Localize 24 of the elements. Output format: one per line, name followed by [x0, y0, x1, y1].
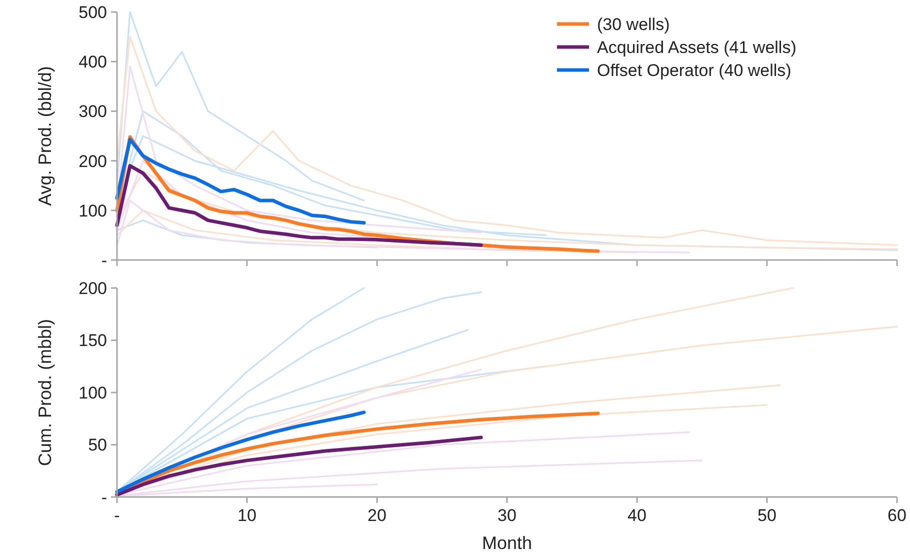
y-axis-title: Cum. Prod. (mbbl) [35, 318, 55, 466]
legend-label: Offset Operator (40 wells) [597, 60, 792, 80]
y-tick-label: 100 [78, 383, 107, 402]
y-tick-label: - [101, 250, 107, 270]
y-tick-label: 200 [78, 278, 107, 298]
x-tick-label: 50 [758, 506, 776, 525]
y-tick-label: 200 [78, 152, 107, 171]
x-tick-label: 60 [888, 506, 906, 525]
x-tick-label: 30 [498, 506, 516, 525]
y-tick-label: - [101, 488, 107, 507]
x-tick-label: - [114, 506, 120, 525]
legend-label: (30 wells) [597, 14, 670, 34]
x-tick-label: 40 [628, 506, 646, 525]
y-tick-label: 100 [78, 201, 107, 220]
y-tick-label: 50 [88, 436, 107, 455]
x-tick-label: 20 [368, 506, 386, 525]
x-axis-title: Month [482, 533, 532, 553]
y-tick-label: 400 [78, 52, 107, 72]
y-axis-title: Avg. Prod. (bbl/d) [35, 66, 55, 206]
legend-label: Acquired Assets (41 wells) [597, 38, 796, 57]
x-tick-label: 10 [238, 506, 256, 525]
y-tick-label: 500 [78, 2, 107, 22]
y-tick-label: 300 [78, 102, 107, 122]
y-tick-label: 150 [78, 331, 107, 350]
